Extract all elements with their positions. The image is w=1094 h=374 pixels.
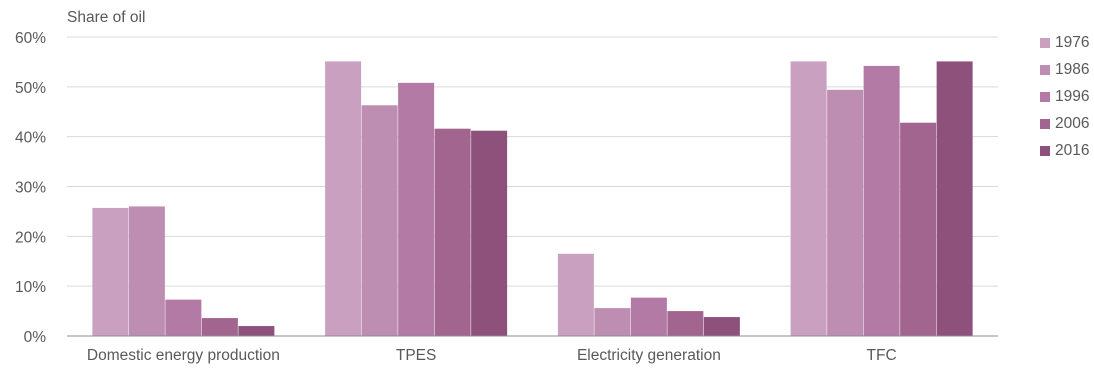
y-tick-label: 10%	[15, 279, 46, 296]
y-tick-label: 40%	[15, 130, 46, 147]
legend-item: 1976	[1040, 29, 1094, 56]
legend-item: 1986	[1040, 56, 1094, 83]
x-tick-label: TFC	[867, 347, 897, 364]
bar-1986-0	[128, 206, 165, 336]
y-tick-label: 0%	[24, 329, 47, 346]
y-tick-label: 50%	[15, 80, 46, 97]
legend-label: 1996	[1055, 87, 1090, 105]
bar-1986-2	[594, 308, 631, 336]
bar-1996-2	[630, 297, 667, 336]
bar-2016-0	[238, 326, 275, 336]
bar-2006-2	[667, 311, 704, 336]
axes: 0% 10% 20% 30% 40% 50% 60% Domestic energy prod…	[15, 30, 998, 364]
bars	[92, 61, 973, 337]
bar-2016-1	[471, 130, 508, 336]
legend-item: 1996	[1040, 83, 1094, 110]
bar-1976-2	[557, 253, 594, 336]
y-tick-label: 30%	[15, 180, 46, 197]
bar-1996-3	[863, 65, 900, 337]
bar-1976-3	[790, 61, 827, 336]
y-tick-label: 60%	[15, 30, 46, 47]
bar-1976-1	[325, 61, 362, 336]
legend-label: 1976	[1055, 33, 1090, 51]
x-tick-label: Domestic energy production	[87, 347, 280, 364]
legend-label: 1986	[1055, 60, 1090, 78]
legend-item: 2016	[1040, 137, 1094, 164]
bar-1986-3	[827, 89, 864, 336]
legend-swatch	[1040, 37, 1050, 48]
x-tick-label: TPES	[396, 347, 436, 364]
y-tick-label: 20%	[15, 229, 46, 246]
bar-2006-3	[900, 122, 937, 336]
bar-2016-3	[936, 61, 973, 336]
legend-item: 2006	[1040, 110, 1094, 137]
legend-swatch	[1040, 64, 1050, 75]
bar-1986-1	[361, 105, 398, 336]
y-axis-label: Share of oil	[67, 9, 145, 26]
legend-label: 2016	[1055, 141, 1090, 159]
bar-2006-0	[201, 318, 238, 336]
legend-label: 2006	[1055, 114, 1090, 132]
legend-swatch	[1040, 145, 1050, 156]
bar-2016-2	[703, 317, 740, 336]
bar-1976-0	[92, 207, 129, 336]
bar-2006-1	[434, 128, 471, 336]
bar-1996-0	[165, 299, 202, 336]
legend: 1976 1986 1996 2006 2016	[1040, 29, 1094, 164]
bar-1996-1	[398, 82, 435, 336]
legend-swatch	[1040, 91, 1050, 102]
legend-swatch	[1040, 118, 1050, 129]
x-tick-label: Electricity generation	[577, 347, 721, 364]
